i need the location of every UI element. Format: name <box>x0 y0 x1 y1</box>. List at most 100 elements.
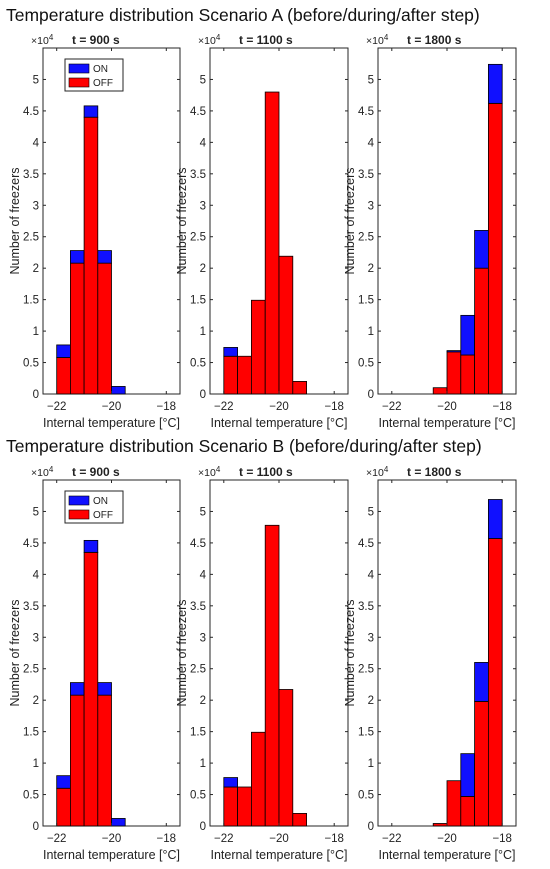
y-tick-label: 2.5 <box>190 664 206 676</box>
y-tick-label: 3 <box>368 632 374 644</box>
y-tick-label: 0.5 <box>358 358 374 370</box>
y-tick-label: 0.5 <box>358 790 374 802</box>
y-tick-label: 1 <box>33 326 39 338</box>
subplot-title: t = 1800 s <box>407 465 462 479</box>
bar-off <box>223 355 239 395</box>
x-tick-label: −20 <box>102 401 122 413</box>
legend-label-on: ON <box>93 496 108 507</box>
y-tick-label: 2 <box>33 695 39 707</box>
y-tick-label: 4 <box>33 569 40 581</box>
y-tick-label: 4.5 <box>358 106 374 118</box>
y-tick-label: 1 <box>200 326 206 338</box>
y-exponent-label: ×104 <box>366 33 389 47</box>
y-tick-label: 5 <box>33 506 39 518</box>
bar-off <box>460 796 475 827</box>
y-exponent-label: ×104 <box>31 465 54 479</box>
legend-label-off: OFF <box>93 78 113 89</box>
bar-off <box>250 299 266 395</box>
y-tick-label: 1 <box>368 758 374 770</box>
bar-off <box>292 381 307 395</box>
subplot-title: t = 900 s <box>72 33 120 47</box>
bar-off <box>56 787 71 827</box>
legend-label-on: ON <box>93 64 108 75</box>
y-axis-label: Number of freezers <box>175 600 189 707</box>
y-tick-label: 2.5 <box>358 232 374 244</box>
y-axis-label: Number of freezers <box>175 168 189 275</box>
legend-swatch-on <box>68 63 90 74</box>
y-tick-label: 3.5 <box>23 169 39 181</box>
x-tick-label: −22 <box>47 401 67 413</box>
subplot-title: t = 1100 s <box>239 465 293 479</box>
y-tick-label: 2 <box>33 263 39 275</box>
subplot-title: t = 900 s <box>72 465 120 479</box>
scenario-a-title: Temperature distribution Scenario A (bef… <box>6 5 480 25</box>
bar-off <box>278 689 294 827</box>
bar-off <box>264 91 280 395</box>
y-tick-label: 2.5 <box>23 664 39 676</box>
y-tick-label: 0.5 <box>23 790 39 802</box>
y-tick-label: 3 <box>200 200 206 212</box>
bar-on <box>223 347 239 357</box>
x-axis-label: Internal temperature [°C] <box>210 848 347 862</box>
y-tick-label: 3 <box>33 200 39 212</box>
x-tick-label: −18 <box>157 833 177 845</box>
y-tick-label: 3 <box>33 632 39 644</box>
y-tick-label: 4.5 <box>190 106 206 118</box>
x-tick-label: −18 <box>324 833 344 845</box>
bar-off <box>56 357 71 395</box>
bar-off <box>292 813 307 827</box>
legend-label-off: OFF <box>93 510 113 521</box>
y-tick-label: 1.5 <box>23 727 39 739</box>
scenario-b-title: Temperature distribution Scenario B (bef… <box>6 436 482 456</box>
y-exponent-label: ×104 <box>366 465 389 479</box>
y-tick-label: 0 <box>33 389 39 401</box>
bar-off <box>264 524 280 827</box>
y-tick-label: 5 <box>368 506 374 518</box>
y-axis-label: Number of freezers <box>343 600 357 707</box>
x-tick-label: −20 <box>437 833 457 845</box>
x-tick-label: −20 <box>102 833 122 845</box>
bar-on <box>474 230 489 269</box>
y-tick-label: 1 <box>200 758 206 770</box>
y-tick-label: 2 <box>368 695 374 707</box>
y-tick-label: 2 <box>200 263 206 275</box>
bar-on <box>487 499 503 539</box>
x-tick-label: −22 <box>382 401 402 413</box>
y-tick-label: 3.5 <box>190 601 206 613</box>
y-tick-label: 0 <box>33 821 39 833</box>
bar-on <box>474 662 489 702</box>
y-tick-label: 3.5 <box>358 601 374 613</box>
y-tick-label: 4 <box>200 569 207 581</box>
x-axis-label: Internal temperature [°C] <box>378 416 515 430</box>
y-tick-label: 5 <box>33 74 39 86</box>
x-axis-label: Internal temperature [°C] <box>43 416 180 430</box>
x-tick-label: −22 <box>214 401 234 413</box>
legend-swatch-on <box>68 495 90 506</box>
bar-on <box>97 682 112 696</box>
bar-on <box>487 63 503 104</box>
bar-on <box>223 777 239 788</box>
x-axis-label: Internal temperature [°C] <box>43 848 180 862</box>
y-tick-label: 3.5 <box>23 601 39 613</box>
bar-off <box>70 694 85 827</box>
bar-off <box>237 355 252 395</box>
y-tick-label: 5 <box>200 74 206 86</box>
y-tick-label: 4.5 <box>190 538 206 550</box>
y-tick-label: 0 <box>368 821 374 833</box>
y-tick-label: 0 <box>200 821 206 833</box>
y-tick-label: 5 <box>368 74 374 86</box>
x-tick-label: −22 <box>47 833 67 845</box>
x-tick-label: −22 <box>214 833 234 845</box>
bar-off <box>460 354 475 395</box>
y-exponent-label: ×104 <box>198 33 221 47</box>
x-tick-label: −20 <box>269 833 289 845</box>
bar-off <box>446 780 462 827</box>
y-tick-label: 0 <box>200 389 206 401</box>
x-tick-label: −20 <box>437 401 457 413</box>
y-tick-label: 4 <box>33 137 40 149</box>
bar-off <box>474 701 489 827</box>
bar-off <box>487 102 503 395</box>
y-tick-label: 3 <box>200 632 206 644</box>
bar-off <box>83 116 99 395</box>
